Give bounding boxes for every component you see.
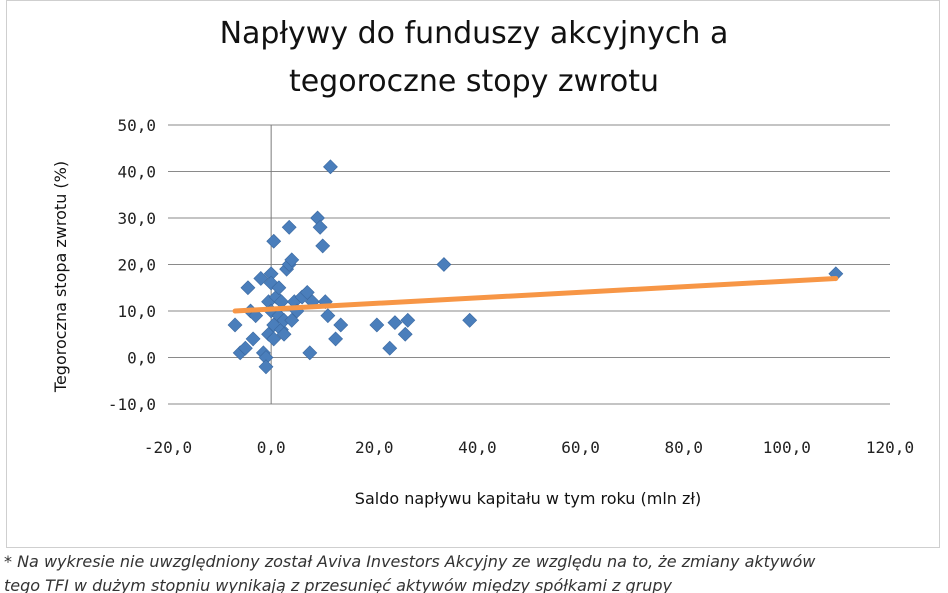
data-point	[328, 331, 344, 347]
y-axis-label: Tegoroczna stopa zwrotu (%)	[51, 161, 70, 393]
y-tick-label: 20,0	[117, 256, 156, 275]
chart-frame	[6, 0, 940, 548]
chart-title-line-1: Napływy do funduszy akcyjnych a	[219, 16, 729, 51]
data-point	[315, 238, 331, 254]
data-point	[237, 340, 253, 356]
data-point	[276, 326, 292, 342]
y-tick-label: 30,0	[117, 209, 156, 228]
data-point	[284, 312, 300, 328]
y-tick-label: 0,0	[127, 349, 156, 368]
data-point	[387, 315, 403, 331]
footnote-line-1: * Na wykresie nie uwzględniony został Av…	[4, 552, 816, 571]
data-point	[284, 252, 300, 268]
data-point	[382, 340, 398, 356]
data-point	[400, 312, 416, 328]
data-point	[299, 284, 315, 300]
data-point	[258, 359, 274, 375]
data-point	[323, 159, 338, 175]
x-tick-label: 40,0	[458, 438, 497, 457]
data-point	[245, 331, 261, 347]
data-point	[369, 317, 385, 333]
data-point	[281, 219, 297, 235]
y-tick-label: -10,0	[108, 395, 156, 414]
x-tick-label: 0,0	[257, 438, 286, 457]
data-point	[240, 280, 256, 296]
data-point	[271, 280, 287, 296]
data-point	[227, 317, 243, 333]
data-point	[333, 317, 349, 333]
data-point	[312, 219, 328, 235]
data-point	[302, 345, 318, 361]
x-tick-label: 60,0	[561, 438, 600, 457]
y-tick-label: 50,0	[117, 116, 156, 135]
y-tick-label: 10,0	[117, 302, 156, 321]
x-tick-label: 100,0	[763, 438, 811, 457]
data-point	[266, 331, 282, 347]
trendline	[232, 275, 839, 314]
chart-title-line-2: tegoroczne stopy zwrotu	[288, 64, 660, 99]
data-point	[436, 257, 452, 272]
x-axis-label: Saldo napływu kapitału w tym roku (mln z…	[355, 489, 701, 508]
x-tick-label: -20,0	[144, 438, 192, 457]
data-point	[253, 271, 269, 286]
footnote-line-2: tego TFI w dużym stopniu wynikają z prze…	[4, 576, 672, 593]
data-point	[462, 312, 478, 328]
x-tick-label: 120,0	[866, 438, 914, 457]
x-tick-label: 80,0	[664, 438, 703, 457]
data-point	[320, 308, 336, 324]
data-point	[397, 326, 413, 342]
x-tick-label: 20,0	[355, 438, 394, 457]
y-tick-label: 40,0	[117, 163, 156, 182]
data-point	[266, 233, 282, 249]
